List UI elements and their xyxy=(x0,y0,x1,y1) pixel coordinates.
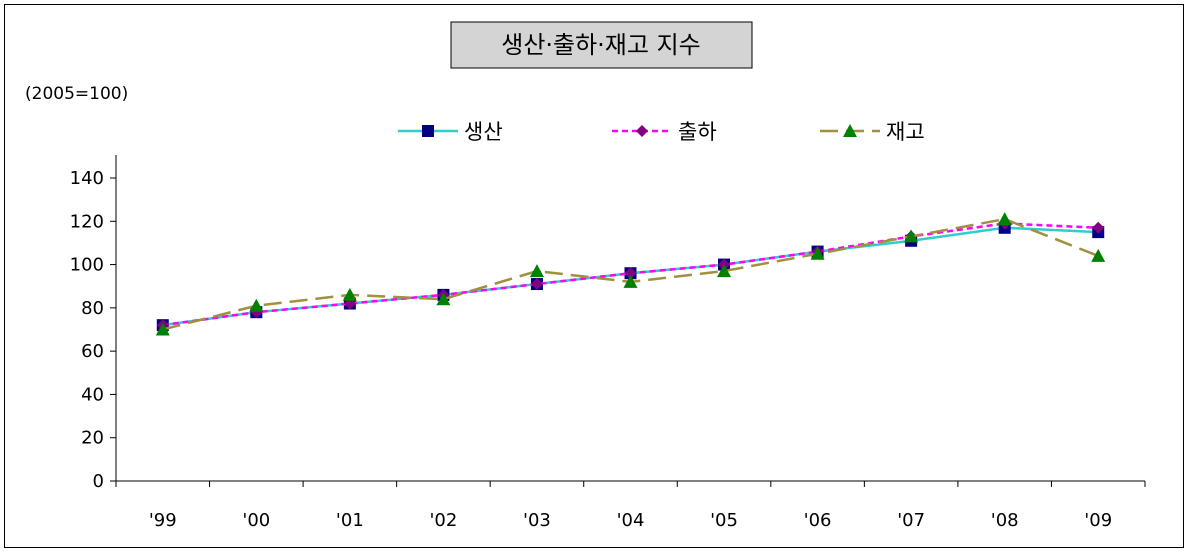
data-point xyxy=(623,274,638,288)
legend-marker xyxy=(843,124,857,137)
data-point xyxy=(530,278,543,291)
x-tick-label: '02 xyxy=(429,510,457,531)
data-point xyxy=(624,267,637,280)
data-point xyxy=(436,292,451,306)
legend: 생산 출하 재고 xyxy=(398,120,925,144)
data-point xyxy=(904,229,919,243)
chart-title: 생산·출하·재고 지수 xyxy=(501,31,701,59)
chart-frame xyxy=(4,4,1184,548)
x-tick-label: '99 xyxy=(149,510,177,531)
data-point xyxy=(717,264,732,278)
data-point xyxy=(1092,221,1105,234)
series-layer xyxy=(155,212,1106,336)
series-3 xyxy=(155,212,1106,336)
x-tick-label: '05 xyxy=(710,510,738,531)
data-point xyxy=(810,246,825,260)
x-tick-label: '06 xyxy=(804,510,832,531)
y-tick-label: 140 xyxy=(70,168,104,189)
y-tick-label: 100 xyxy=(70,255,104,276)
data-point xyxy=(155,322,170,336)
y-tick-label: 20 xyxy=(81,428,104,449)
x-tick-label: '09 xyxy=(1084,510,1112,531)
chart-title-box xyxy=(450,21,753,69)
unit-label: (2005=100) xyxy=(25,84,128,104)
y-tick-label: 80 xyxy=(81,298,104,319)
legend-label: 재고 xyxy=(886,120,925,144)
legend-marker xyxy=(422,125,434,137)
data-point xyxy=(249,298,264,312)
legend-label: 생산 xyxy=(464,120,503,144)
axes: 0 20 40 60 80 100 120 140 '99 '00 '01 '02 '03 '04 '05 '… xyxy=(70,155,1146,531)
y-tick-label: 120 xyxy=(70,211,104,232)
legend-marker xyxy=(636,125,648,137)
x-tick-label: '07 xyxy=(897,510,925,531)
y-tick-label: 0 xyxy=(93,471,104,492)
y-tick-label: 40 xyxy=(81,384,104,405)
legend-item: 출하 xyxy=(612,120,717,144)
data-point xyxy=(1091,248,1106,262)
x-tick-label: '04 xyxy=(617,510,645,531)
legend-label: 출하 xyxy=(678,120,717,144)
legend-item: 생산 xyxy=(398,120,503,144)
x-tick-label: '01 xyxy=(336,510,364,531)
x-tick-label: '08 xyxy=(991,510,1019,531)
x-tick-label: '00 xyxy=(242,510,270,531)
y-tick-label: 60 xyxy=(81,341,104,362)
data-point xyxy=(529,264,544,278)
x-tick-label: '03 xyxy=(523,510,551,531)
data-point xyxy=(997,212,1012,226)
legend-item: 재고 xyxy=(820,120,925,144)
data-point xyxy=(342,287,357,301)
